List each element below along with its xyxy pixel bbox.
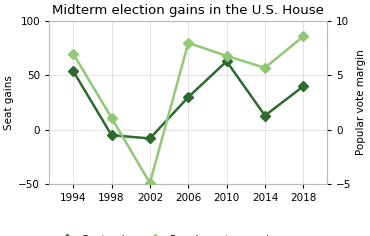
Popular vote margin [186, 42, 191, 44]
Line: Seat gains: Seat gains [70, 58, 307, 142]
Line: Popular vote margin: Popular vote margin [70, 33, 307, 186]
Seat gains [148, 137, 152, 140]
Title: Midterm election gains in the U.S. House: Midterm election gains in the U.S. House [52, 4, 324, 17]
Popular vote margin [263, 66, 267, 69]
Legend: Seat gains, Popular vote margin: Seat gains, Popular vote margin [57, 235, 276, 236]
Seat gains [301, 85, 306, 88]
Popular vote margin [148, 181, 152, 184]
Seat gains [109, 134, 114, 137]
Popular vote margin [71, 52, 75, 55]
Seat gains [186, 96, 191, 99]
Popular vote margin [109, 116, 114, 119]
Popular vote margin [301, 35, 306, 38]
Seat gains [224, 60, 229, 63]
Seat gains [71, 70, 75, 72]
Seat gains [263, 114, 267, 117]
Y-axis label: Seat gains: Seat gains [4, 75, 14, 130]
Popular vote margin [224, 55, 229, 57]
Y-axis label: Popular vote margin: Popular vote margin [356, 50, 366, 156]
